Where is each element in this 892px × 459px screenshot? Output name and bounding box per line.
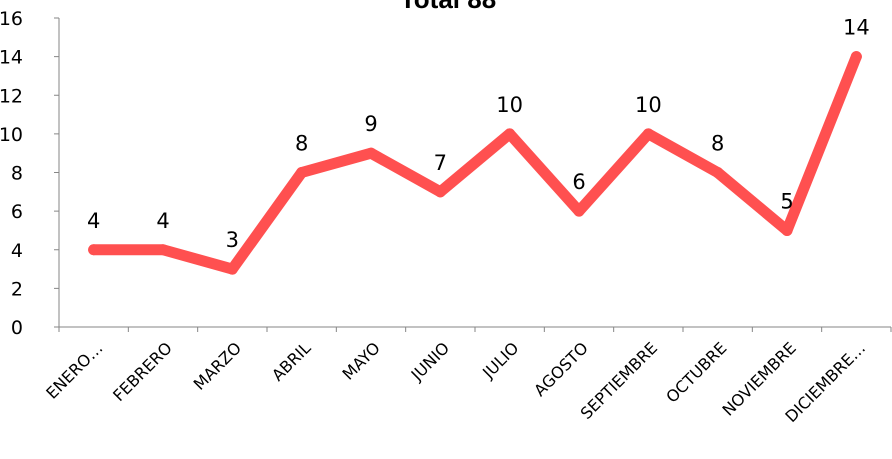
data-label: 8 bbox=[295, 132, 308, 156]
y-tick-label: 4 bbox=[11, 240, 23, 262]
data-label: 10 bbox=[496, 93, 523, 117]
series-line bbox=[88, 51, 862, 275]
data-label: 3 bbox=[226, 228, 239, 252]
data-point bbox=[504, 128, 516, 140]
y-tick-label: 10 bbox=[0, 124, 23, 146]
y-tick-label: 8 bbox=[11, 163, 23, 185]
data-label: 9 bbox=[364, 112, 377, 136]
data-point bbox=[296, 167, 308, 178]
data-label: 7 bbox=[434, 151, 447, 175]
data-label: 5 bbox=[780, 189, 793, 213]
data-point bbox=[365, 147, 377, 159]
data-label: 8 bbox=[711, 132, 724, 156]
series-group bbox=[88, 51, 862, 275]
x-axis-ticks: ENERO… FEBRERO MARZO ABRIL MAYO JUNIO JULIO AGO… bbox=[42, 327, 892, 426]
x-tick-label: ABRIL bbox=[268, 338, 314, 384]
data-label: 4 bbox=[87, 209, 100, 233]
y-axis-ticks: 0 2 4 6 8 10 12 14 16 bbox=[0, 8, 59, 339]
data-point bbox=[88, 244, 100, 256]
x-tick-label: ENERO… bbox=[42, 338, 106, 402]
x-tick-label: MARZO bbox=[190, 338, 245, 393]
data-point bbox=[573, 205, 585, 217]
data-point bbox=[434, 186, 446, 198]
y-tick-label: 12 bbox=[0, 85, 23, 107]
data-label: 4 bbox=[156, 209, 169, 233]
data-labels: 4 4 3 8 9 7 10 6 10 8 5 14 bbox=[87, 16, 870, 252]
data-point bbox=[642, 128, 654, 140]
data-label: 10 bbox=[635, 93, 662, 117]
data-point bbox=[712, 167, 724, 178]
chart-title: Total 88 bbox=[400, 0, 496, 14]
data-point bbox=[157, 244, 169, 256]
x-tick-label: JULIO bbox=[478, 338, 522, 382]
axes bbox=[58, 18, 891, 328]
data-label: 14 bbox=[843, 16, 870, 40]
data-point bbox=[781, 224, 793, 236]
x-tick-label: AGOSTO bbox=[530, 338, 592, 400]
y-tick-label: 16 bbox=[0, 8, 23, 30]
x-tick-label: FEBRERO bbox=[109, 338, 176, 405]
y-tick-label: 0 bbox=[11, 317, 23, 339]
data-point bbox=[226, 263, 238, 275]
data-label: 6 bbox=[572, 170, 585, 194]
y-tick-label: 2 bbox=[11, 278, 23, 300]
x-tick-label: OCTUBRE bbox=[662, 338, 730, 406]
data-point bbox=[850, 51, 862, 63]
x-tick-label: JUNIO bbox=[407, 338, 453, 384]
y-tick-label: 14 bbox=[0, 47, 23, 69]
y-tick-label: 6 bbox=[11, 201, 23, 223]
x-tick-label: MAYO bbox=[339, 338, 384, 383]
